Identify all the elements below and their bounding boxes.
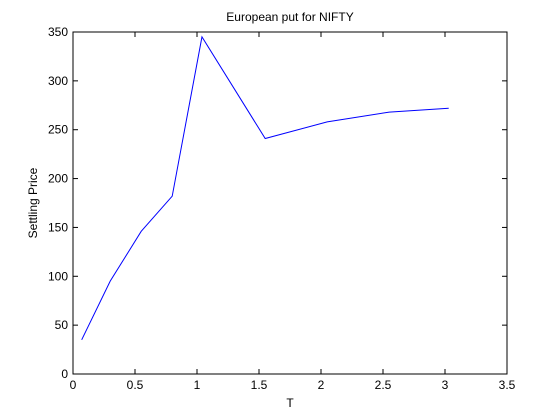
- series-layer: [81, 35, 449, 341]
- y-tick-label: 350: [48, 25, 68, 39]
- y-tick-label: 150: [48, 220, 68, 234]
- x-axis-label: T: [286, 396, 294, 410]
- axis-ticks: [72, 31, 508, 375]
- x-tick-label: 3.5: [499, 378, 516, 392]
- chart-title: European put for NIFTY: [226, 10, 353, 24]
- y-tick-label: 200: [48, 172, 68, 186]
- x-tick-label: 2: [318, 378, 325, 392]
- plot-area: [72, 31, 508, 375]
- y-tick-labels: 0 50 100 150 200 250 300 350: [48, 25, 68, 381]
- y-tick-label: 0: [61, 367, 68, 381]
- x-tick-label: 1: [194, 378, 201, 392]
- x-tick-label: 0.5: [127, 378, 144, 392]
- x-tick-label: 2.5: [375, 378, 392, 392]
- x-tick-labels: 0 0.5 1 1.5 2 2.5 3 3.5: [70, 378, 516, 392]
- y-tick-label: 300: [48, 74, 68, 88]
- series-line: [81, 35, 449, 341]
- y-tick-label: 250: [48, 123, 68, 137]
- x-tick-label: 1.5: [251, 378, 268, 392]
- x-tick-label: 0: [70, 378, 77, 392]
- y-tick-label: 50: [55, 318, 69, 332]
- y-tick-label: 100: [48, 269, 68, 283]
- x-tick-label: 3: [442, 378, 449, 392]
- y-axis-label: Settling Price: [26, 167, 40, 238]
